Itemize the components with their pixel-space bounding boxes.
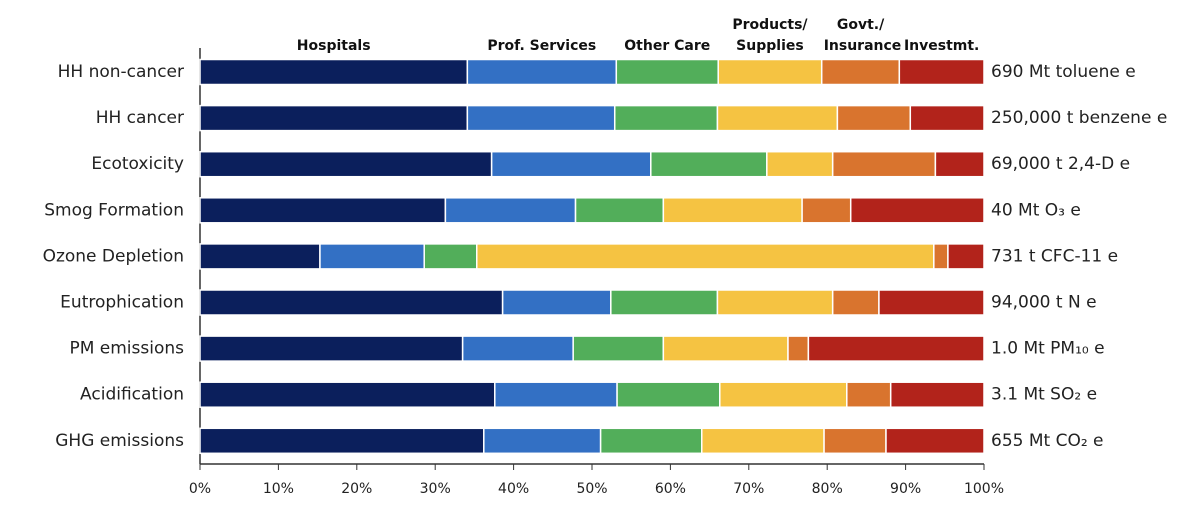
legend-label: Investmt.	[903, 38, 980, 54]
category-label: HH cancer	[96, 108, 184, 128]
category-label: GHG emissions	[55, 431, 184, 451]
bar-segment	[461, 335, 574, 362]
bar-segment	[199, 427, 485, 455]
bar-segment	[613, 104, 719, 132]
bar-segment	[889, 381, 985, 408]
bar-segment	[199, 58, 469, 86]
bar-segment	[846, 381, 892, 408]
bar-segment	[615, 58, 719, 86]
bar-segment	[616, 381, 721, 408]
bar-segment	[199, 335, 464, 362]
bar-segment	[466, 58, 618, 86]
bar-segment	[716, 104, 839, 132]
bar-segment	[933, 243, 949, 270]
bar-segment	[878, 289, 985, 316]
unit-label: 40 Mt O₃ e	[991, 200, 1081, 220]
bar-segment	[199, 150, 493, 178]
bar-segment	[494, 381, 618, 408]
category-label: HH non-cancer	[58, 62, 184, 82]
x-tick-label: 100%	[964, 481, 1004, 497]
unit-label: 655 Mt CO₂ e	[991, 431, 1104, 451]
bar-segment	[934, 150, 985, 178]
bar-segment	[501, 289, 612, 316]
category-label: Acidification	[80, 385, 184, 405]
bar-segment	[823, 427, 887, 455]
bar-segment	[701, 427, 825, 455]
bar-segment	[319, 243, 425, 270]
unit-label: 250,000 t benzene e	[991, 108, 1167, 128]
x-tick-label: 60%	[655, 481, 686, 497]
bar-segment	[831, 150, 937, 178]
category-label: Ecotoxicity	[91, 154, 184, 174]
bar-segment	[766, 150, 834, 178]
category-label: Smog Formation	[44, 200, 184, 220]
bar-segment	[787, 335, 810, 362]
unit-label: 1.0 Mt PM₁₀ e	[991, 339, 1105, 359]
x-tick-label: 30%	[420, 481, 451, 497]
legend-label: Products/ Supplies	[732, 17, 808, 54]
bar-segment	[801, 197, 852, 224]
bar-segment	[849, 197, 985, 224]
bar-segment	[572, 335, 665, 362]
bar-segment	[831, 289, 880, 316]
x-tick-label: 10%	[263, 481, 294, 497]
bar-segment	[820, 58, 901, 86]
category-label: Eutrophication	[60, 293, 184, 313]
x-tick-label: 90%	[890, 481, 921, 497]
bar-segment	[199, 381, 496, 408]
legend-label: Other Care	[624, 38, 711, 54]
x-tick-label: 0%	[189, 481, 211, 497]
bar-segment	[650, 150, 768, 178]
bar-segment	[836, 104, 912, 132]
x-tick-label: 50%	[576, 481, 607, 497]
x-tick-label: 40%	[498, 481, 529, 497]
bar-segment	[662, 197, 803, 224]
bar-segment	[199, 104, 469, 132]
bar-segment	[199, 289, 504, 316]
unit-label: 69,000 t 2,4-D e	[991, 154, 1130, 174]
legend-label: Prof. Services	[487, 38, 597, 54]
bar-segment	[423, 243, 478, 270]
unit-label: 731 t CFC-11 e	[991, 246, 1118, 266]
bar-segment	[662, 335, 789, 362]
bar-segment	[199, 243, 321, 270]
bar-segment	[444, 197, 577, 224]
legend-label: Hospitals	[296, 38, 371, 54]
bar-segment	[599, 427, 703, 455]
bar-segment	[719, 381, 848, 408]
unit-label: 690 Mt toluene e	[991, 62, 1136, 82]
unit-label: 3.1 Mt SO₂ e	[991, 385, 1097, 405]
x-tick-label: 80%	[812, 481, 843, 497]
legend-label: Govt./ Insurance	[823, 17, 902, 54]
bar-segment	[717, 58, 823, 86]
category-label: PM emissions	[69, 339, 184, 359]
category-label: Ozone Depletion	[43, 246, 184, 266]
bar-segment	[807, 335, 985, 362]
bar-segment	[885, 427, 985, 455]
bar-segment	[490, 150, 652, 178]
bar-segment	[716, 289, 834, 316]
x-tick-label: 20%	[341, 481, 372, 497]
bar-segment	[483, 427, 602, 455]
bar-segment	[947, 243, 985, 270]
bar-segment	[466, 104, 616, 132]
bar-segment	[574, 197, 665, 224]
bar-segment	[909, 104, 985, 132]
unit-label: 94,000 t N e	[991, 293, 1097, 313]
bar-segment	[199, 197, 447, 224]
x-tick-label: 70%	[733, 481, 764, 497]
bar-segment	[476, 243, 935, 270]
bar-segment	[898, 58, 985, 86]
bar-segment	[610, 289, 719, 316]
